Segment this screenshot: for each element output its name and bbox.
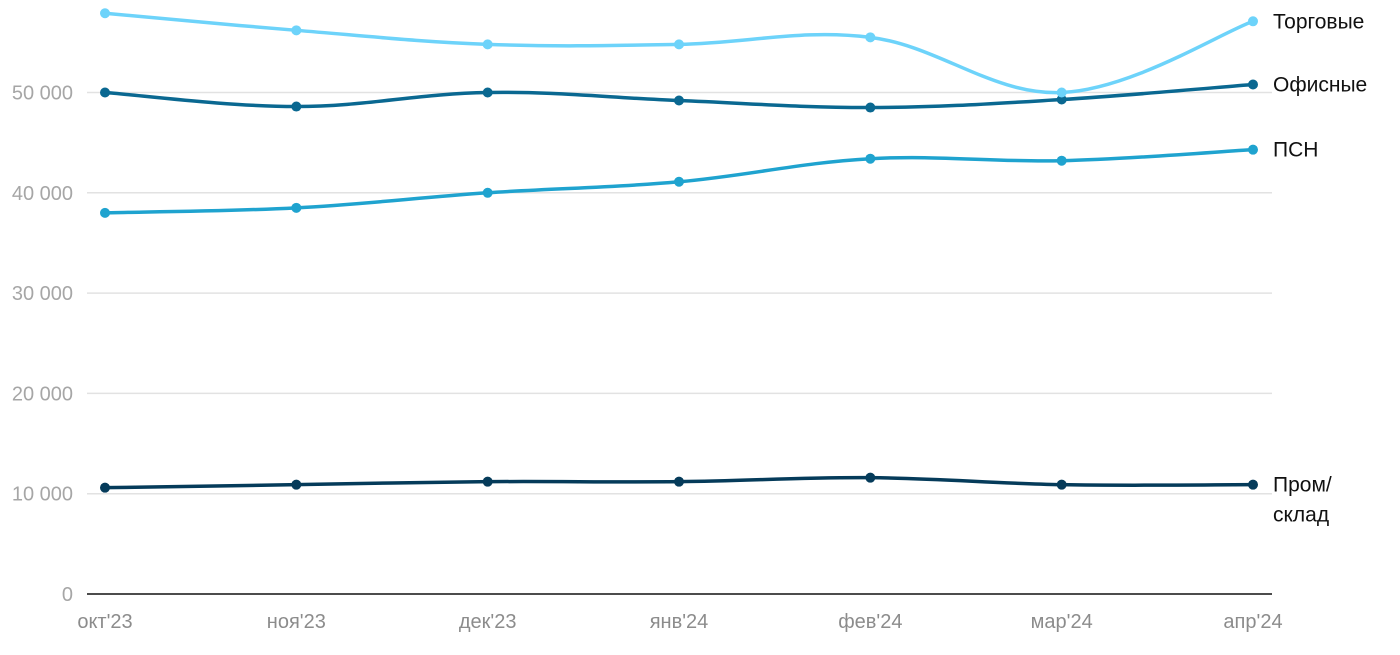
- series-1-point: [1248, 79, 1258, 90]
- y-tick-label: 30 000: [12, 283, 73, 305]
- series-0-point: [865, 32, 876, 43]
- series-0-point: [1056, 87, 1067, 98]
- series-1-point: [674, 95, 684, 106]
- y-tick-label: 0: [62, 584, 73, 606]
- y-tick-label: 40 000: [12, 183, 73, 205]
- series-label: Офисные: [1273, 73, 1367, 96]
- series-0-line: [103, 11, 1255, 95]
- series-0-point: [291, 25, 302, 36]
- grid: [87, 91, 1272, 495]
- series-3-point: [865, 472, 876, 483]
- series-3-point: [1248, 479, 1258, 490]
- series-label: Торговые: [1273, 10, 1364, 33]
- series-3-point: [1056, 479, 1067, 490]
- series-2-point: [482, 187, 493, 198]
- x-tick-label: янв'24: [650, 611, 709, 633]
- series-0-point: [1248, 16, 1258, 27]
- series-group: [100, 8, 1258, 493]
- x-tick-label: ноя'23: [267, 611, 326, 633]
- series-3-point: [291, 479, 302, 490]
- series-1-point: [291, 101, 302, 112]
- series-1-point: [865, 102, 876, 113]
- series-2-point: [291, 202, 302, 213]
- series-label-line: Торговые: [1273, 10, 1364, 33]
- y-tick-label: 10 000: [12, 484, 73, 506]
- series-3-point: [674, 476, 684, 487]
- x-tick-label: апр'24: [1223, 611, 1282, 633]
- series-3-point: [482, 476, 493, 487]
- series-label-line: ПСН: [1273, 139, 1318, 162]
- series-3: [100, 472, 1258, 493]
- series-2-point: [674, 176, 684, 187]
- series-1: [100, 79, 1258, 113]
- y-tick-label: 20 000: [12, 383, 73, 405]
- series-label-line: склад: [1273, 504, 1329, 527]
- series-labels: Торговые Офисные ПСН Пром/склад: [1273, 10, 1367, 526]
- series-3-point: [100, 482, 110, 493]
- series-label: ПСН: [1273, 139, 1318, 162]
- series-1-point: [1056, 94, 1067, 105]
- series-1-point: [100, 87, 110, 98]
- series-2-point: [100, 207, 110, 218]
- series-2-point: [1056, 155, 1067, 166]
- series-1-point: [482, 87, 493, 98]
- axes: 0 10 000 20 000 30 000 40 000 50 000 окт'23 ноя…: [12, 83, 1283, 634]
- x-tick-label: окт'23: [77, 611, 132, 633]
- series-label: Пром/склад: [1273, 474, 1332, 527]
- series-0: [100, 8, 1258, 98]
- series-2-point: [1248, 144, 1258, 155]
- series-label-line: Офисные: [1273, 73, 1367, 96]
- series-0-point: [100, 8, 110, 19]
- series-label-line: Пром/: [1273, 474, 1332, 497]
- x-tick-label: фев'24: [838, 611, 902, 633]
- series-0-point: [674, 39, 684, 50]
- series-2-point: [865, 153, 876, 164]
- x-tick-label: дек'23: [459, 611, 517, 633]
- x-tick-label: мар'24: [1031, 611, 1093, 633]
- series-2: [100, 144, 1258, 218]
- y-tick-label: 50 000: [12, 83, 73, 105]
- series-0-point: [482, 39, 493, 50]
